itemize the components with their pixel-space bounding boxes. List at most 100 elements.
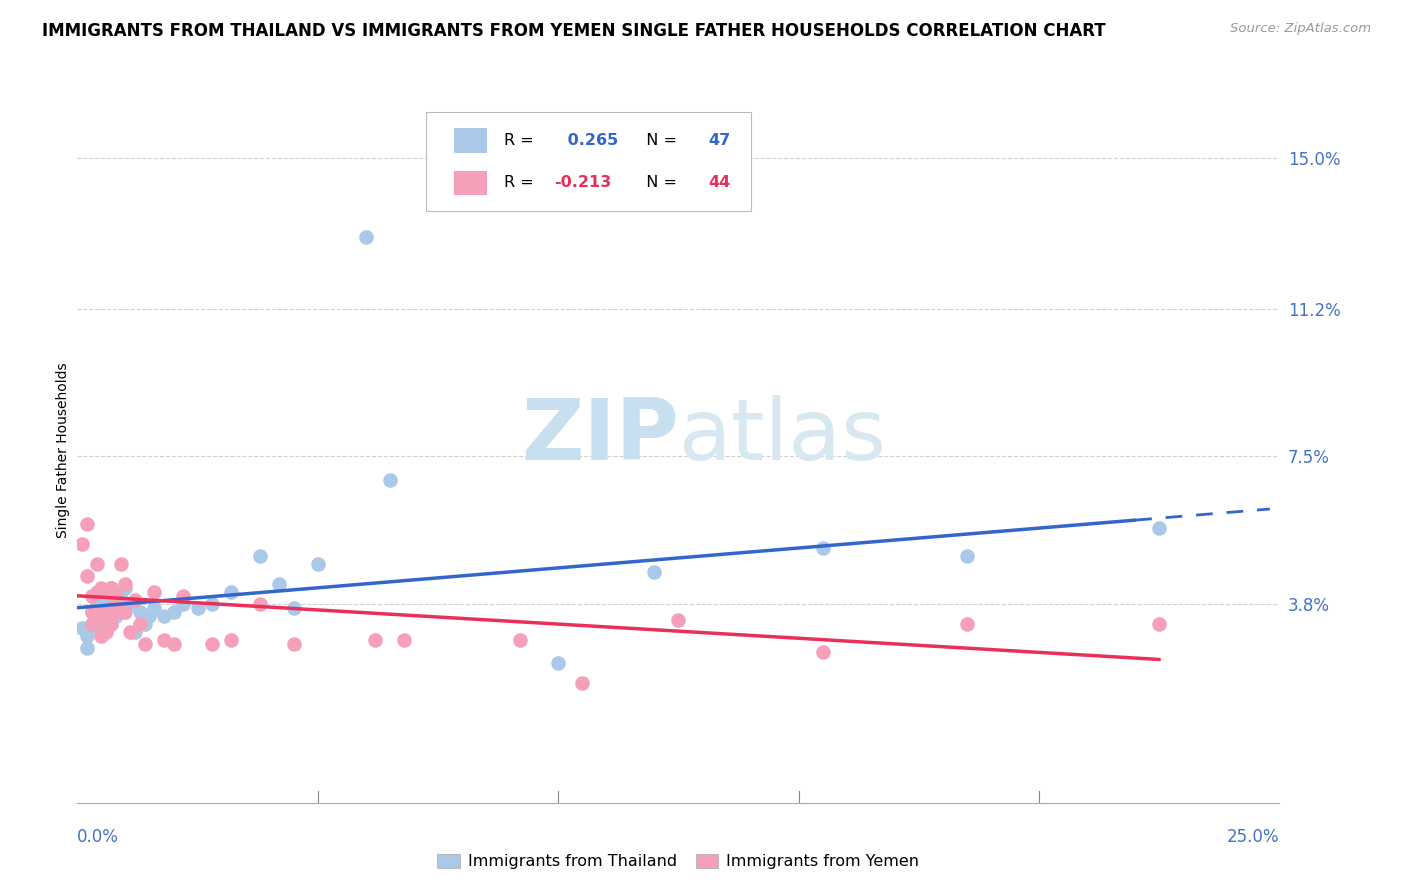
Point: [96, 624, 118, 639]
Point: [571, 676, 593, 690]
Point: [219, 632, 242, 647]
Point: [90, 600, 112, 615]
Point: [76, 517, 98, 532]
Point: [172, 597, 194, 611]
Point: [80, 589, 103, 603]
Point: [80, 616, 103, 631]
Point: [110, 605, 132, 619]
Text: 0.265: 0.265: [562, 133, 619, 148]
Text: atlas: atlas: [679, 395, 886, 478]
Point: [76, 640, 98, 655]
Point: [162, 636, 184, 650]
Point: [110, 584, 132, 599]
Point: [90, 605, 112, 619]
Point: [104, 589, 127, 603]
Point: [96, 613, 118, 627]
Point: [509, 632, 531, 647]
Point: [269, 577, 291, 591]
Point: [104, 589, 127, 603]
Point: [100, 616, 122, 631]
Point: [143, 584, 166, 599]
Point: [187, 600, 209, 615]
Point: [76, 629, 98, 643]
Point: [134, 636, 156, 650]
Text: ZIP: ZIP: [520, 395, 679, 478]
Text: 44: 44: [709, 175, 731, 190]
Point: [114, 577, 136, 591]
Point: [134, 616, 156, 631]
Point: [96, 584, 118, 599]
Point: [110, 597, 132, 611]
Point: [547, 657, 569, 671]
Point: [364, 632, 387, 647]
Point: [86, 584, 108, 599]
Point: [1149, 616, 1171, 631]
Text: -0.213: -0.213: [554, 175, 612, 190]
Point: [956, 616, 979, 631]
Y-axis label: Single Father Households: Single Father Households: [56, 363, 70, 538]
Text: 47: 47: [709, 133, 731, 148]
Point: [354, 230, 377, 244]
Point: [96, 608, 118, 623]
Point: [811, 644, 834, 658]
Point: [128, 605, 150, 619]
Point: [100, 600, 122, 615]
Point: [100, 581, 122, 595]
Point: [283, 600, 305, 615]
Point: [114, 581, 136, 595]
Text: IMMIGRANTS FROM THAILAND VS IMMIGRANTS FROM YEMEN SINGLE FATHER HOUSEHOLDS CORRE: IMMIGRANTS FROM THAILAND VS IMMIGRANTS F…: [42, 22, 1105, 40]
Point: [110, 557, 132, 571]
Point: [201, 597, 224, 611]
Text: 0.0%: 0.0%: [77, 828, 120, 846]
Point: [120, 597, 142, 611]
Point: [90, 581, 112, 595]
Point: [153, 608, 176, 623]
Text: R =: R =: [505, 175, 538, 190]
Point: [80, 589, 103, 603]
Text: N =: N =: [637, 133, 682, 148]
Point: [143, 600, 166, 615]
Point: [124, 624, 146, 639]
Point: [643, 565, 665, 579]
Point: [128, 616, 150, 631]
Text: 25.0%: 25.0%: [1227, 828, 1279, 846]
FancyBboxPatch shape: [454, 128, 488, 153]
Point: [104, 608, 127, 623]
Point: [668, 613, 690, 627]
Point: [86, 613, 108, 627]
Point: [114, 600, 136, 615]
Point: [86, 613, 108, 627]
Point: [90, 608, 112, 623]
Point: [138, 608, 160, 623]
Text: R =: R =: [505, 133, 538, 148]
Point: [114, 605, 136, 619]
Point: [86, 621, 108, 635]
Point: [378, 473, 401, 487]
Point: [120, 624, 142, 639]
Point: [100, 616, 122, 631]
Point: [307, 557, 329, 571]
Point: [249, 597, 271, 611]
Point: [86, 597, 108, 611]
Text: Source: ZipAtlas.com: Source: ZipAtlas.com: [1230, 22, 1371, 36]
Point: [76, 569, 98, 583]
Point: [80, 605, 103, 619]
Point: [70, 537, 93, 551]
Point: [153, 632, 176, 647]
Point: [70, 621, 93, 635]
Point: [90, 592, 112, 607]
Point: [80, 605, 103, 619]
Point: [80, 616, 103, 631]
Point: [100, 597, 122, 611]
Point: [219, 584, 242, 599]
FancyBboxPatch shape: [454, 170, 488, 195]
Point: [96, 605, 118, 619]
Point: [249, 549, 271, 563]
Point: [1149, 521, 1171, 535]
Point: [172, 589, 194, 603]
Point: [811, 541, 834, 555]
Point: [90, 629, 112, 643]
Point: [104, 605, 127, 619]
Point: [162, 605, 184, 619]
Point: [100, 581, 122, 595]
